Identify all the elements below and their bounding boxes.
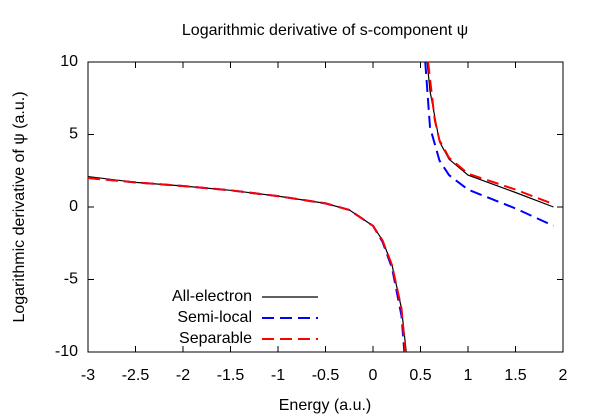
x-tick-label: -3 — [81, 367, 95, 384]
x-tick-label: 1.5 — [504, 367, 526, 384]
x-tick-label: 1 — [464, 367, 473, 384]
x-tick-label: 0 — [369, 367, 378, 384]
x-tick-label: -0.5 — [312, 367, 340, 384]
y-axis-label: Logarithmic derivative of ψ (a.u.) — [11, 91, 28, 322]
series-line — [88, 62, 554, 352]
x-tick-label: -2 — [176, 367, 190, 384]
y-tick-label: 10 — [60, 53, 78, 70]
x-axis-label: Energy (a.u.) — [279, 397, 371, 414]
x-tick-label: 2 — [559, 367, 568, 384]
x-tick-label: 0.5 — [409, 367, 431, 384]
x-tick-label: -1.5 — [217, 367, 245, 384]
x-tick-label: -2.5 — [122, 367, 150, 384]
y-tick-label: -5 — [64, 271, 78, 288]
legend-label: Semi-local — [177, 309, 252, 326]
series-line — [88, 62, 554, 352]
legend-label: All-electron — [172, 288, 252, 305]
plot-frame — [87, 61, 564, 353]
x-tick-label: -1 — [271, 367, 285, 384]
legend-label: Separable — [179, 330, 252, 347]
plot-lines — [88, 62, 554, 352]
chart-title: Logarithmic derivative of s-component ψ — [182, 22, 468, 39]
series-line — [88, 62, 554, 352]
y-tick-label: -10 — [55, 343, 78, 360]
y-tick-label: 5 — [69, 126, 78, 143]
y-tick-label: 0 — [69, 198, 78, 215]
